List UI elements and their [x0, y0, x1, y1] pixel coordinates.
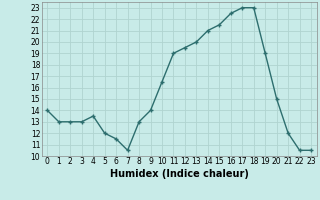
X-axis label: Humidex (Indice chaleur): Humidex (Indice chaleur)	[110, 169, 249, 179]
